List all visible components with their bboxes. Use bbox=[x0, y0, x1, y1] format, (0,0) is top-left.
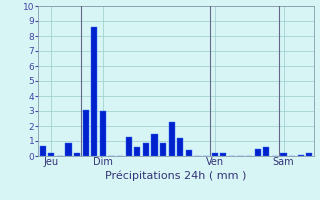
Bar bbox=[263, 147, 269, 156]
Bar bbox=[83, 110, 89, 156]
Bar bbox=[134, 147, 140, 156]
Bar bbox=[306, 153, 312, 156]
Bar bbox=[91, 27, 97, 156]
Bar bbox=[66, 142, 71, 156]
Bar bbox=[255, 148, 261, 156]
Bar bbox=[151, 134, 157, 156]
Bar bbox=[100, 111, 106, 156]
Bar bbox=[74, 153, 80, 156]
Bar bbox=[160, 142, 166, 156]
X-axis label: Précipitations 24h ( mm ): Précipitations 24h ( mm ) bbox=[105, 170, 247, 181]
Bar bbox=[143, 142, 149, 156]
Bar bbox=[40, 146, 46, 156]
Bar bbox=[126, 137, 132, 156]
Bar bbox=[281, 153, 286, 156]
Bar bbox=[298, 154, 304, 156]
Bar bbox=[177, 138, 183, 156]
Bar bbox=[169, 121, 175, 156]
Bar bbox=[186, 150, 192, 156]
Bar bbox=[212, 153, 218, 156]
Bar bbox=[48, 153, 54, 156]
Bar bbox=[220, 153, 226, 156]
